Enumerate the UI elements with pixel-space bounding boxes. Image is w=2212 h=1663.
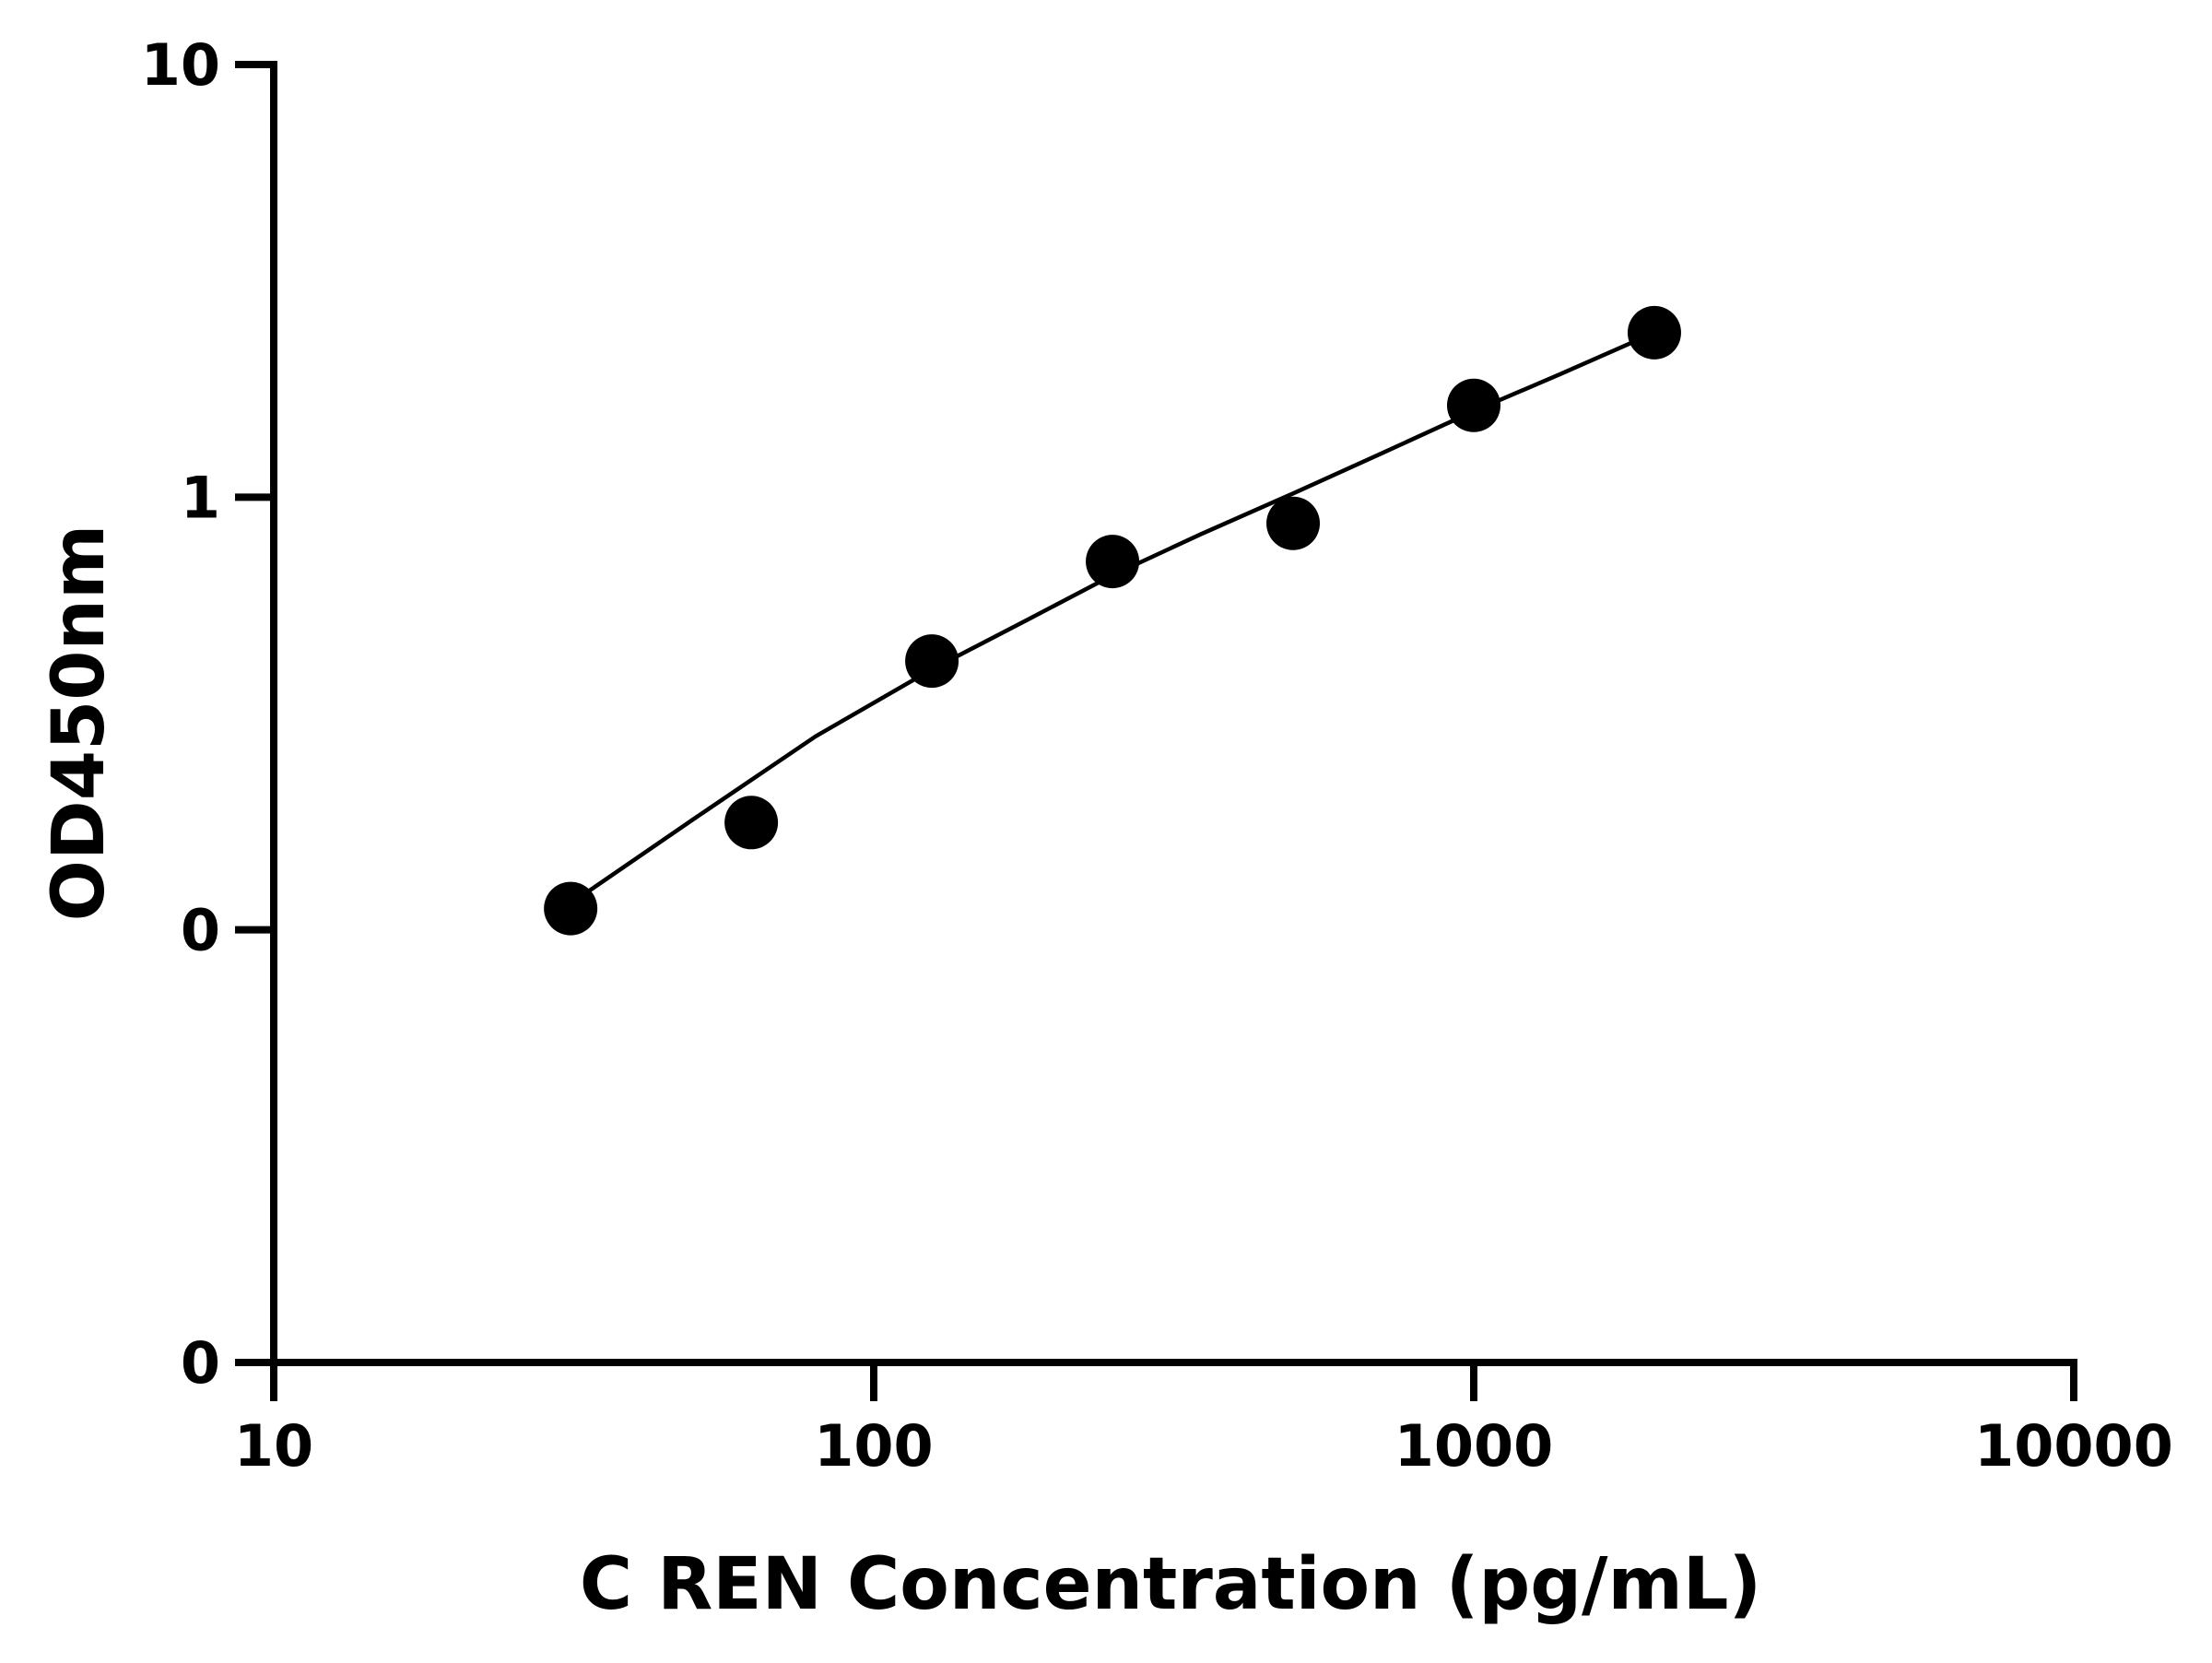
data-point-4 <box>1266 496 1321 550</box>
x-axis-title: C REN Concentration (pg/mL) <box>580 1543 1761 1626</box>
tick-labels: 0 0 1 10 10 100 1000 10000 <box>141 31 2173 1480</box>
data-point-6 <box>1627 305 1681 360</box>
data-point-3 <box>1086 535 1140 589</box>
axes <box>270 61 2077 1366</box>
x-tick-label-2: 1000 <box>1394 1412 1554 1480</box>
y-tick-label-0: 0 <box>181 1329 220 1397</box>
tick-marks <box>235 61 2077 1401</box>
x-tick-label-0: 10 <box>234 1412 313 1480</box>
data-points <box>544 305 1681 936</box>
data-point-0 <box>544 881 598 936</box>
y-axis-title: OD450nm <box>38 525 121 922</box>
x-tick-label-1: 100 <box>814 1412 933 1480</box>
x-tick-label-3: 10000 <box>1974 1412 2173 1480</box>
data-point-1 <box>724 796 779 850</box>
data-point-5 <box>1447 378 1500 432</box>
y-tick-label-2: 1 <box>181 464 220 531</box>
y-tick-label-1: 0 <box>181 897 220 964</box>
data-point-2 <box>905 634 959 689</box>
y-tick-label-3: 10 <box>141 31 220 99</box>
